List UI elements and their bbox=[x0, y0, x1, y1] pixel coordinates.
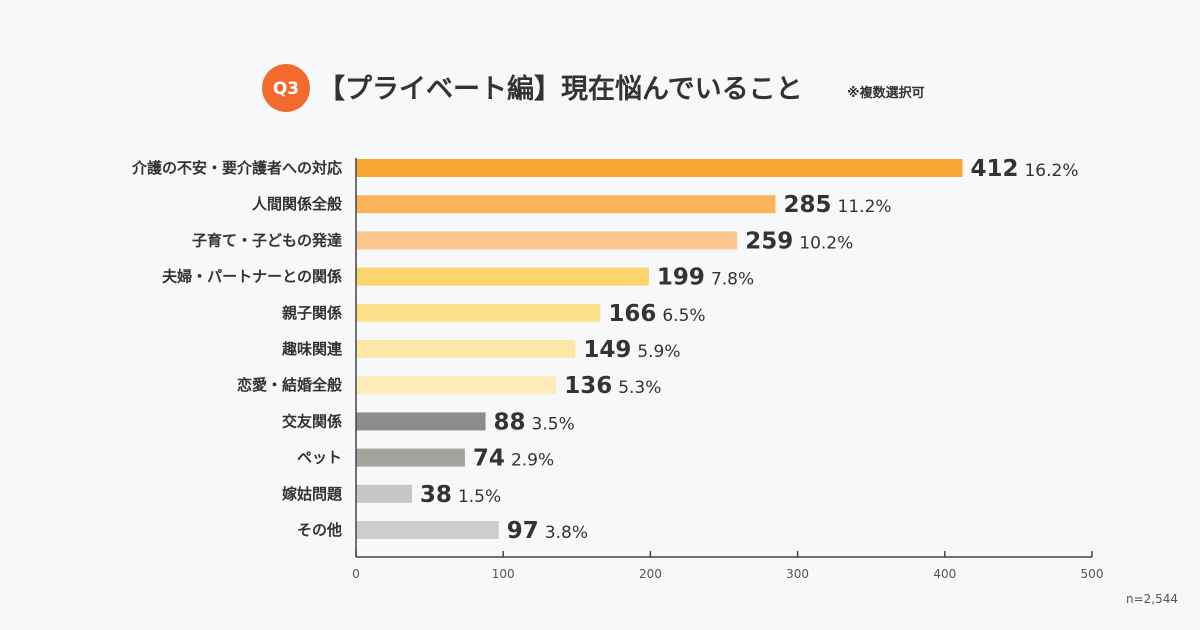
percent-label: 2.9% bbox=[511, 451, 554, 471]
count-label: 38 bbox=[420, 482, 452, 508]
bar bbox=[356, 267, 649, 286]
percent-label: 1.5% bbox=[458, 487, 501, 507]
percent-label: 3.5% bbox=[532, 414, 575, 434]
category-label: 子育て・子どもの発達 bbox=[192, 231, 342, 249]
count-label: 136 bbox=[564, 373, 612, 399]
value-label: 38 1.5% bbox=[420, 482, 501, 508]
bar bbox=[356, 159, 963, 177]
page-title: 【プライベート編】現在悩んでいること bbox=[318, 73, 803, 105]
bar bbox=[356, 303, 601, 322]
category-label: 介護の不安・要介護者への対応 bbox=[131, 159, 342, 177]
value-label: 88 3.5% bbox=[494, 409, 575, 435]
category-label: ペット bbox=[297, 449, 342, 467]
percent-label: 16.2% bbox=[1024, 161, 1078, 181]
bar bbox=[356, 376, 557, 395]
count-label: 412 bbox=[970, 156, 1018, 182]
x-axis: 0 100 200 300 400 500 bbox=[352, 158, 1103, 581]
category-label: 趣味関連 bbox=[281, 340, 343, 358]
bar bbox=[356, 521, 499, 539]
count-label: 285 bbox=[784, 192, 832, 218]
count-label: 259 bbox=[745, 228, 793, 254]
count-label: 149 bbox=[583, 337, 631, 363]
category-label: その他 bbox=[297, 521, 342, 539]
bar-row: 子育て・子どもの発達 259 10.2% bbox=[192, 228, 853, 254]
bar-row: その他 97 3.8% bbox=[297, 518, 588, 544]
bar-row: ペット 74 2.9% bbox=[297, 446, 554, 472]
category-label: 恋愛・結婚全般 bbox=[237, 376, 342, 394]
category-label: 交友関係 bbox=[282, 412, 342, 430]
bar bbox=[356, 231, 738, 250]
percent-label: 5.9% bbox=[637, 342, 680, 362]
bar-row: 嫁姑問題 38 1.5% bbox=[281, 482, 501, 508]
x-tick-label: 300 bbox=[786, 567, 809, 581]
x-tick-label: 500 bbox=[1081, 567, 1104, 581]
x-tick-label: 100 bbox=[492, 567, 515, 581]
percent-label: 7.8% bbox=[711, 270, 754, 290]
bar bbox=[356, 448, 465, 467]
category-label: 夫婦・パートナーとの関係 bbox=[162, 268, 342, 286]
value-label: 97 3.8% bbox=[507, 518, 588, 544]
value-label: 149 5.9% bbox=[583, 337, 680, 363]
percent-label: 3.8% bbox=[545, 523, 588, 543]
multiple-choice-note: ※複数選択可 bbox=[847, 85, 925, 101]
bar bbox=[356, 484, 412, 503]
percent-label: 11.2% bbox=[838, 197, 892, 217]
value-label: 166 6.5% bbox=[608, 301, 705, 327]
x-tick-label: 200 bbox=[639, 567, 662, 581]
bar-row: 趣味関連 149 5.9% bbox=[281, 337, 681, 363]
bar-row: 介護の不安・要介護者への対応 412 16.2% bbox=[131, 156, 1079, 182]
category-label: 親子関係 bbox=[282, 304, 342, 322]
category-label: 嫁姑問題 bbox=[281, 485, 343, 503]
count-label: 166 bbox=[608, 301, 656, 327]
percent-label: 6.5% bbox=[662, 306, 705, 326]
value-label: 259 10.2% bbox=[745, 228, 853, 254]
value-label: 199 7.8% bbox=[657, 265, 754, 291]
q-badge-label: Q3 bbox=[273, 79, 299, 99]
bar bbox=[356, 195, 776, 214]
bar-row: 交友関係 88 3.5% bbox=[282, 409, 575, 435]
chart-title: Q3 【プライベート編】現在悩んでいること ※複数選択可 bbox=[262, 64, 925, 112]
sample-size: n=2,544 bbox=[1126, 592, 1178, 606]
bar-row: 親子関係 166 6.5% bbox=[282, 301, 706, 327]
x-tick-label: 400 bbox=[933, 567, 956, 581]
value-label: 412 16.2% bbox=[970, 156, 1078, 182]
percent-label: 10.2% bbox=[799, 233, 853, 253]
bar-row: 人間関係全般 285 11.2% bbox=[252, 192, 892, 218]
value-label: 136 5.3% bbox=[564, 373, 661, 399]
count-label: 199 bbox=[657, 265, 705, 291]
bar bbox=[356, 340, 576, 358]
bar-row: 恋愛・結婚全般 136 5.3% bbox=[237, 373, 661, 399]
q-badge bbox=[262, 64, 310, 112]
x-tick-label: 0 bbox=[352, 567, 360, 581]
count-label: 88 bbox=[494, 409, 526, 435]
value-label: 74 2.9% bbox=[473, 446, 554, 472]
count-label: 97 bbox=[507, 518, 539, 544]
bar-row: 夫婦・パートナーとの関係 199 7.8% bbox=[162, 265, 754, 291]
count-label: 74 bbox=[473, 446, 505, 472]
percent-label: 5.3% bbox=[618, 378, 661, 398]
category-label: 人間関係全般 bbox=[252, 195, 342, 213]
value-label: 285 11.2% bbox=[784, 192, 892, 218]
bar bbox=[356, 412, 486, 431]
